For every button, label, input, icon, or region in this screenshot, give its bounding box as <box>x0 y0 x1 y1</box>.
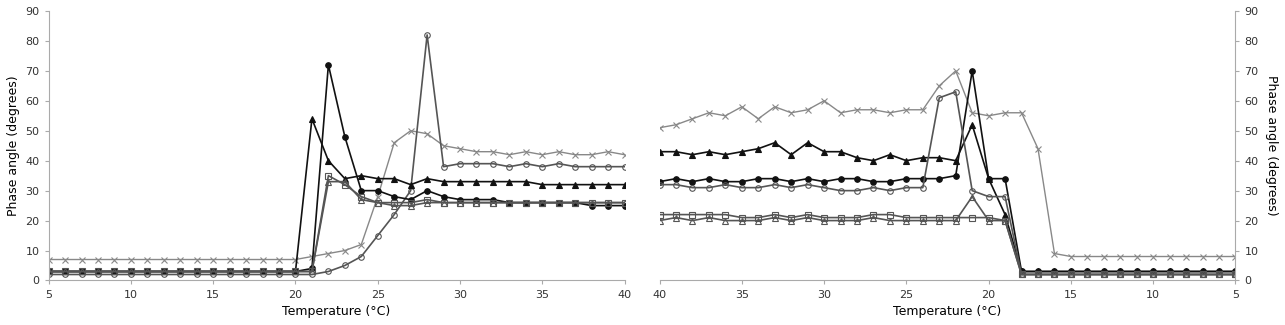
X-axis label: Temperature (°C): Temperature (°C) <box>283 305 391 318</box>
X-axis label: Temperature (°C): Temperature (°C) <box>893 305 1001 318</box>
Y-axis label: Phase angle (degrees): Phase angle (degrees) <box>1264 75 1279 216</box>
Y-axis label: Phase angle (degrees): Phase angle (degrees) <box>6 75 21 216</box>
